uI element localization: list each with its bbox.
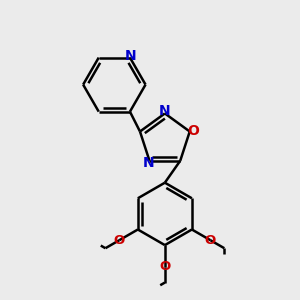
Text: O: O bbox=[205, 234, 216, 247]
Text: N: N bbox=[143, 156, 154, 170]
Text: O: O bbox=[159, 260, 170, 273]
Text: N: N bbox=[159, 104, 171, 118]
Text: O: O bbox=[188, 124, 199, 138]
Text: N: N bbox=[125, 49, 136, 62]
Text: O: O bbox=[114, 234, 125, 247]
